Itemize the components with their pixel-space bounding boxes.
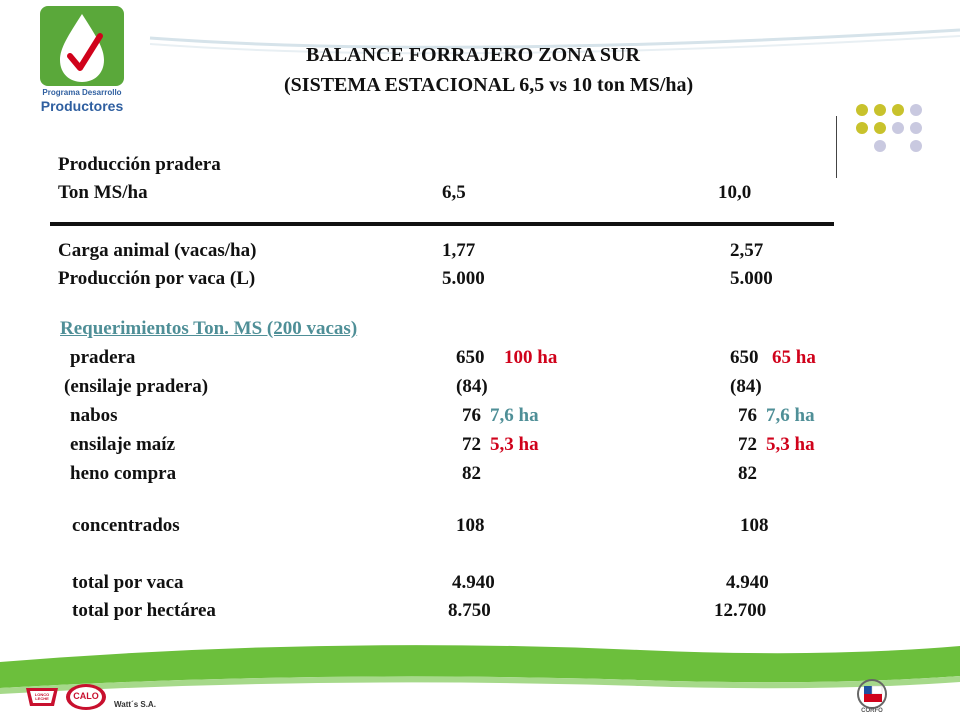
concentrados-col1: 108 (456, 515, 485, 536)
logo-line1: Programa Desarrollo (42, 88, 122, 97)
total-vaca-col1: 4.940 (452, 572, 495, 593)
prod-vaca-label: Producción por vaca (L) (58, 268, 256, 289)
vertical-divider (836, 116, 837, 178)
corfo-emblem-icon (857, 679, 887, 709)
calo-text: CALO (73, 691, 99, 701)
concentrados-col2: 108 (740, 515, 769, 536)
req-row-label: heno compra (70, 463, 177, 484)
calo-logo: CALO (64, 682, 108, 712)
req-row-h1: 100 ha (504, 347, 558, 368)
req-row-v1: (84) (456, 376, 488, 397)
production-label-1: Producción pradera (58, 154, 221, 175)
production-col1: 6,5 (442, 182, 466, 203)
footer-green-wave (0, 645, 960, 720)
req-row-v1: 82 (462, 463, 481, 484)
total-ha-col1: 8.750 (448, 600, 491, 621)
req-row-label: pradera (70, 347, 136, 368)
req-row-h2: 7,6 ha (766, 405, 815, 426)
corfo-text: CORFO (861, 708, 883, 714)
decorative-dots (856, 104, 922, 152)
lonco-leche-text: LONCO LECHE (34, 692, 50, 701)
production-col2: 10,0 (718, 182, 752, 203)
lonco-leche-logo: LONCO LECHE (22, 684, 62, 710)
req-row-v2: 72 (738, 434, 757, 455)
req-row-v2: 650 (730, 347, 759, 368)
total-vaca-label: total por vaca (72, 572, 184, 593)
req-row-v2: (84) (730, 376, 762, 397)
req-row-h1: 7,6 ha (490, 405, 539, 426)
lonco-leche-shield-icon (26, 688, 58, 706)
header-swoosh (149, 28, 960, 55)
req-row-label: nabos (70, 405, 118, 426)
carga-col1: 1,77 (442, 240, 476, 261)
calo-oval-icon (66, 684, 106, 710)
total-ha-col2: 12.700 (714, 600, 767, 621)
prod-vaca-col2: 5.000 (730, 268, 773, 289)
drop-check-icon (40, 6, 124, 86)
req-row-v1: 72 (462, 434, 481, 455)
req-row-label: (ensilaje pradera) (64, 376, 209, 397)
page-subtitle: (SISTEMA ESTACIONAL 6,5 vs 10 ton MS/ha) (284, 74, 694, 96)
req-row-label: ensilaje maíz (70, 434, 176, 455)
carga-label: Carga animal (vacas/ha) (58, 240, 257, 261)
watts-company: Watt´s S.A. (114, 700, 156, 709)
program-logo: Programa Desarrollo Productores (38, 4, 126, 116)
req-row-v1: 76 (462, 405, 481, 426)
req-row-v2: 76 (738, 405, 757, 426)
section-divider (50, 222, 834, 226)
req-row-v2: 82 (738, 463, 757, 484)
production-label-2: Ton MS/ha (58, 182, 148, 203)
req-row-v1: 650 (456, 347, 485, 368)
concentrados-label: concentrados (72, 515, 180, 536)
req-row-h2: 65 ha (772, 347, 816, 368)
total-vaca-col2: 4.940 (726, 572, 769, 593)
carga-col2: 2,57 (730, 240, 764, 261)
page-title: BALANCE FORRAJERO ZONA SUR (306, 44, 640, 66)
req-row-h2: 5,3 ha (766, 434, 815, 455)
total-ha-label: total por hectárea (72, 600, 216, 621)
corfo-logo: CORFO (852, 676, 892, 716)
prod-vaca-col1: 5.000 (442, 268, 485, 289)
requerimientos-heading[interactable]: Requerimientos Ton. MS (200 vacas) (60, 318, 358, 339)
req-row-h1: 5,3 ha (490, 434, 539, 455)
logo-line2: Productores (40, 98, 124, 114)
